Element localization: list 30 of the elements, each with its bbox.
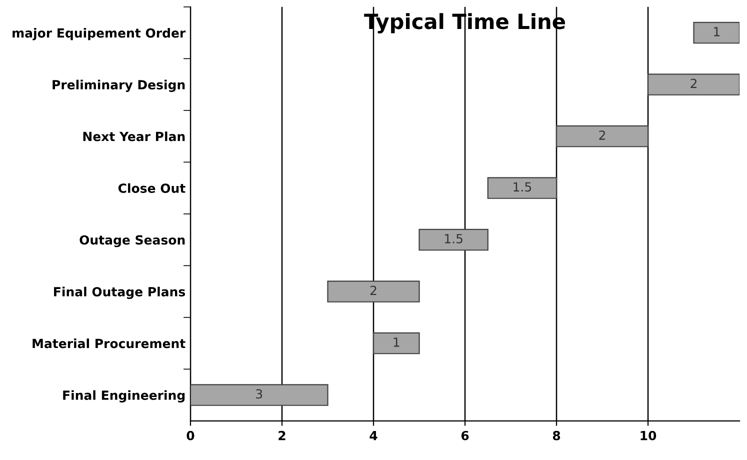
y-tick-label: major Equipement Order — [12, 28, 186, 40]
bar — [487, 177, 558, 199]
data-label: 2 — [370, 286, 376, 295]
x-tick-label: 2 — [278, 430, 286, 440]
data-label: 3 — [256, 389, 262, 399]
data-label: 2 — [690, 78, 696, 88]
y-tick-label: Preliminary Design — [52, 80, 185, 92]
y-tick-label: Final Engineering — [63, 390, 185, 402]
bar — [693, 22, 740, 44]
bar — [190, 384, 328, 406]
x-tick-label: 8 — [552, 430, 560, 440]
bar — [647, 74, 740, 96]
data-label: 1.5 — [445, 234, 462, 244]
data-label: 2 — [599, 130, 605, 140]
data-label: 1.5 — [514, 182, 532, 192]
x-tick-label: 0 — [186, 430, 194, 440]
bar — [418, 228, 488, 251]
y-tick-label: Outage Season — [80, 235, 185, 248]
bar — [372, 332, 420, 354]
y-tick-label: Close Out — [118, 183, 186, 193]
y-tick-label: Next Year Plan — [83, 132, 185, 142]
data-label: 1 — [714, 27, 720, 36]
bar — [327, 280, 420, 302]
y-tick-label: Final Outage Plans — [54, 286, 186, 299]
bar — [556, 125, 649, 148]
x-tick-label: 10 — [640, 430, 656, 440]
y-tick-label: Material Procurement — [32, 338, 186, 348]
x-tick-label: 4 — [370, 431, 378, 440]
data-label: 1 — [394, 338, 400, 347]
x-tick-label: 6 — [461, 430, 469, 440]
